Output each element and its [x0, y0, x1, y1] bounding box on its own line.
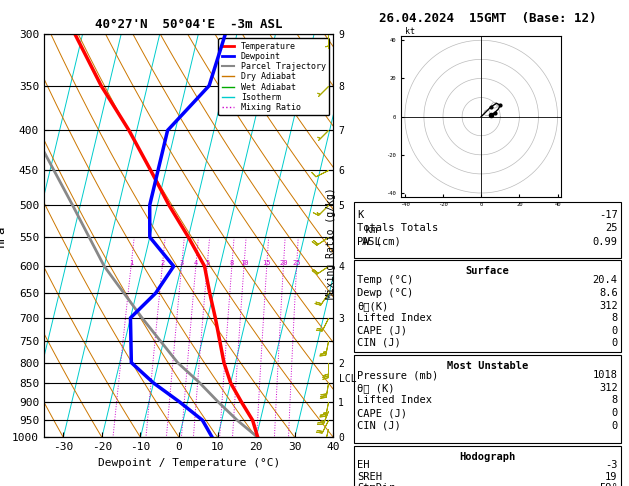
Text: 15: 15: [262, 260, 271, 266]
X-axis label: Dewpoint / Temperature (°C): Dewpoint / Temperature (°C): [97, 458, 280, 468]
Text: 0: 0: [611, 326, 618, 336]
Text: StmDir: StmDir: [357, 484, 395, 486]
Text: 0: 0: [611, 408, 618, 418]
Text: Most Unstable: Most Unstable: [447, 361, 528, 371]
Text: 8: 8: [611, 313, 618, 323]
Text: Mixing Ratio (g/kg): Mixing Ratio (g/kg): [326, 187, 337, 299]
Text: SREH: SREH: [357, 472, 382, 482]
Text: K: K: [357, 210, 364, 220]
Text: Lifted Index: Lifted Index: [357, 313, 432, 323]
Text: 19: 19: [605, 472, 618, 482]
Text: PW (cm): PW (cm): [357, 237, 401, 246]
Text: 3: 3: [179, 260, 184, 266]
Text: 0: 0: [611, 421, 618, 431]
Text: 312: 312: [599, 383, 618, 393]
Text: 25: 25: [605, 224, 618, 233]
Text: CAPE (J): CAPE (J): [357, 326, 407, 336]
Text: θᴇ (K): θᴇ (K): [357, 383, 395, 393]
Text: 8: 8: [230, 260, 234, 266]
Text: θᴇ(K): θᴇ(K): [357, 301, 389, 311]
Text: kt: kt: [405, 27, 415, 36]
Text: 20: 20: [279, 260, 287, 266]
Text: 26.04.2024  15GMT  (Base: 12): 26.04.2024 15GMT (Base: 12): [379, 12, 596, 25]
Text: 8: 8: [611, 396, 618, 405]
Text: Totals Totals: Totals Totals: [357, 224, 438, 233]
Text: 312: 312: [599, 301, 618, 311]
Text: CIN (J): CIN (J): [357, 338, 401, 347]
Y-axis label: km
ASL: km ASL: [362, 225, 382, 246]
Text: -3: -3: [605, 460, 618, 470]
Text: 59°: 59°: [599, 484, 618, 486]
Text: Temp (°C): Temp (°C): [357, 276, 413, 285]
Text: EH: EH: [357, 460, 370, 470]
Text: 2: 2: [160, 260, 164, 266]
Text: LCL: LCL: [339, 374, 357, 384]
Text: CAPE (J): CAPE (J): [357, 408, 407, 418]
Text: 1018: 1018: [593, 370, 618, 380]
Text: Lifted Index: Lifted Index: [357, 396, 432, 405]
Bar: [355, 446, 620, 486]
Text: CIN (J): CIN (J): [357, 421, 401, 431]
Text: Surface: Surface: [465, 266, 509, 277]
Text: 5: 5: [205, 260, 209, 266]
Text: 0.99: 0.99: [593, 237, 618, 246]
Bar: [355, 355, 620, 443]
Text: 10: 10: [240, 260, 248, 266]
Text: Pressure (mb): Pressure (mb): [357, 370, 438, 380]
Text: Dewp (°C): Dewp (°C): [357, 288, 413, 298]
Bar: [355, 260, 620, 352]
Bar: [355, 202, 620, 258]
Text: 25: 25: [292, 260, 301, 266]
Text: 20.4: 20.4: [593, 276, 618, 285]
Text: 1: 1: [129, 260, 133, 266]
Text: 4: 4: [194, 260, 198, 266]
Text: 8.6: 8.6: [599, 288, 618, 298]
Y-axis label: hPa: hPa: [0, 225, 7, 247]
Text: Hodograph: Hodograph: [459, 452, 516, 462]
Text: -17: -17: [599, 210, 618, 220]
Text: 0: 0: [611, 338, 618, 347]
Legend: Temperature, Dewpoint, Parcel Trajectory, Dry Adiabat, Wet Adiabat, Isotherm, Mi: Temperature, Dewpoint, Parcel Trajectory…: [218, 38, 329, 115]
Title: 40°27'N  50°04'E  -3m ASL: 40°27'N 50°04'E -3m ASL: [95, 18, 282, 32]
